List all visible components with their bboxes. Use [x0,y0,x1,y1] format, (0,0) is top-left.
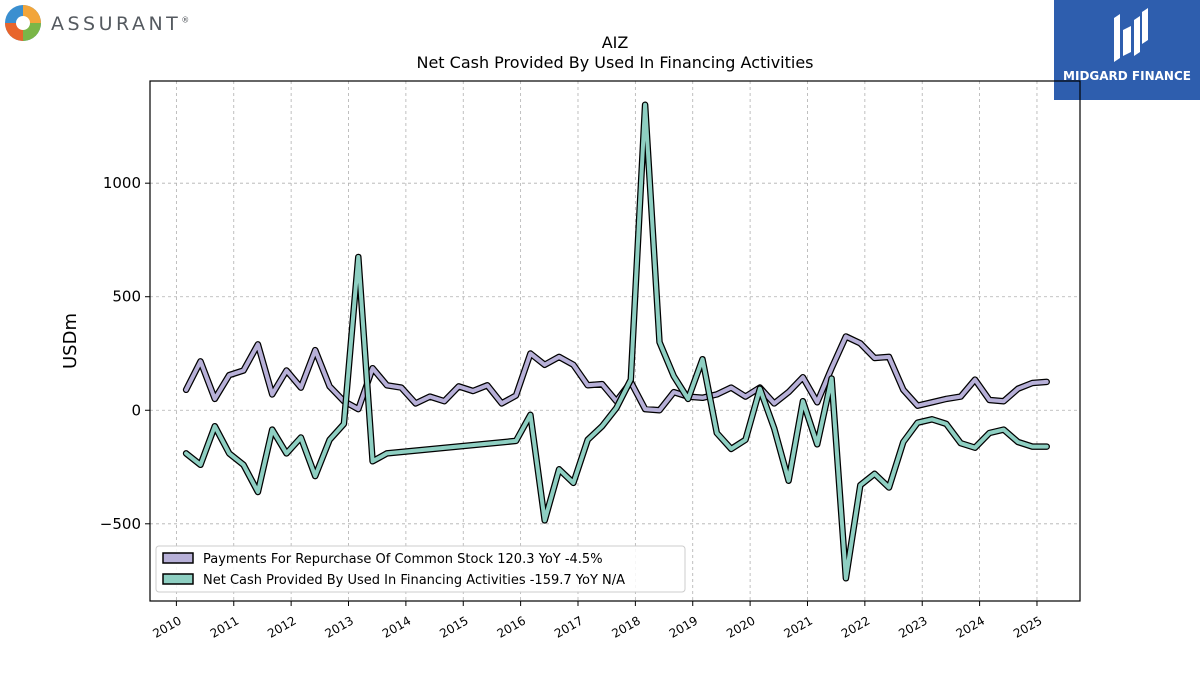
y-tick-label: −500 [100,515,141,533]
x-tick-label: 2014 [380,613,413,640]
midgard-finance-logo-text: MIDGARD FINANCE [1063,69,1191,83]
y-tick-label: 0 [131,401,141,419]
grid [150,81,1080,601]
x-tick-label: 2021 [782,613,815,640]
x-tick-label: 2016 [495,613,528,640]
x-tick-label: 2020 [724,613,757,640]
legend-box [155,545,686,593]
y-axis-label: USDm [60,313,81,369]
x-tick-label: 2017 [552,613,585,640]
x-tick-label: 2024 [954,613,987,640]
x-tick-label: 2018 [609,613,642,640]
x-tick-label: 2011 [208,613,241,640]
x-tick-label: 2019 [667,613,700,640]
assurant-logo-icon [5,5,41,41]
x-tick-label: 2013 [323,613,356,640]
series-2-line [184,102,1049,581]
chart-title: AIZ [602,33,629,52]
assurant-logo: ASSURANT® [4,4,194,42]
series-layer [182,101,1050,582]
x-tick-label: 2015 [437,613,470,640]
legend: Payments For Repurchase Of Common Stock … [155,545,686,593]
x-tick-label: 2025 [1011,613,1044,640]
legend-swatch [162,552,194,564]
x-tick-label: 2010 [150,613,183,640]
assurant-logo-text: ASSURANT® [51,13,190,35]
y-tick-label: 1000 [103,174,141,192]
legend-swatch [162,573,194,585]
midgard-finance-logo: MIDGARD FINANCE [1054,0,1200,100]
x-tick-label: 2022 [839,613,872,640]
legend-entry: Payments For Repurchase Of Common Stock … [203,552,603,567]
midgard-finance-logo-icon [1114,8,1148,62]
legend-entry: Net Cash Provided By Used In Financing A… [203,573,625,588]
chart-subtitle: Net Cash Provided By Used In Financing A… [416,53,813,72]
x-tick-label: 2023 [896,613,929,640]
series-2-outline [182,101,1050,582]
x-tick-label: 2012 [265,613,298,640]
series-line-2 [182,101,1050,582]
y-tick-label: 500 [112,288,141,306]
series-line-1 [182,333,1050,414]
plot-frame [149,80,1081,602]
